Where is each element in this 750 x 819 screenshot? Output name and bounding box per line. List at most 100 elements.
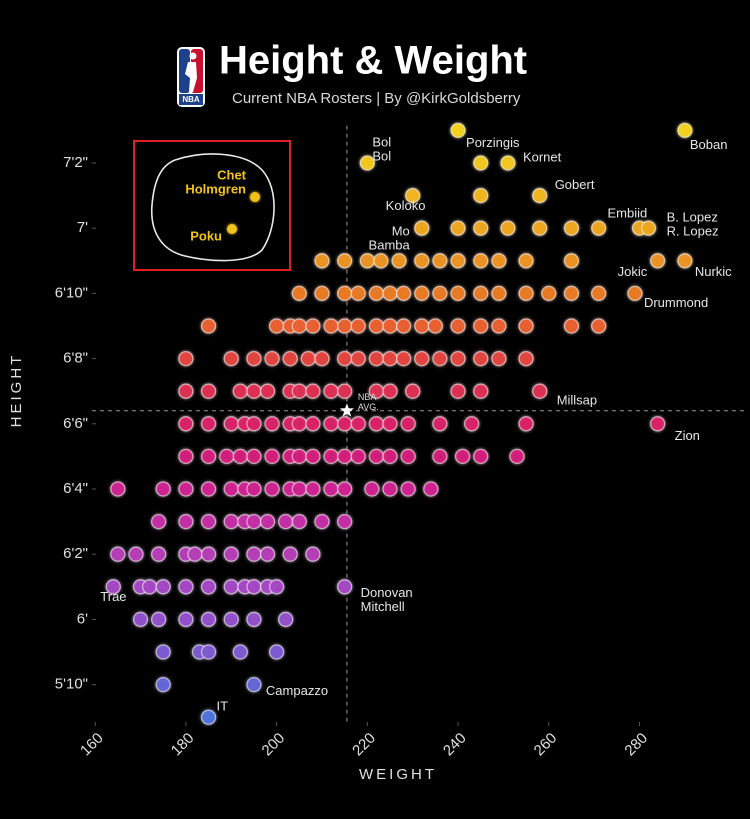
player-label: Bamba	[369, 238, 411, 253]
inset	[133, 140, 291, 271]
player-dot	[400, 416, 416, 432]
player-dot	[178, 481, 194, 497]
player-dot	[336, 318, 353, 334]
player-dot	[223, 416, 239, 432]
player-dot	[336, 253, 353, 269]
player-dot	[223, 481, 239, 497]
player-dot	[336, 579, 353, 595]
player-dot	[178, 579, 194, 595]
player-dot	[350, 350, 366, 367]
player-dot	[382, 318, 398, 334]
player-dot	[187, 546, 203, 562]
inset-dot	[227, 224, 237, 234]
player-dot	[223, 579, 239, 595]
player-dot	[155, 644, 171, 660]
player-dot	[627, 285, 643, 302]
inset-frame	[133, 140, 291, 271]
inset-label: Chet	[217, 167, 247, 182]
player-dot	[259, 546, 276, 562]
chart-title: Height & Weight	[219, 39, 527, 83]
player-dot	[395, 318, 412, 334]
player-dot	[246, 416, 262, 432]
player-dot	[473, 253, 489, 269]
logo-text: NBA	[182, 95, 200, 104]
player-dot	[649, 416, 666, 432]
player-dot	[314, 513, 330, 530]
player-label: Porzingis	[466, 135, 520, 150]
player-label: Trae	[100, 589, 126, 604]
player-dot	[518, 318, 534, 334]
player-dot	[491, 253, 507, 269]
player-label: Zion	[675, 428, 700, 443]
inset-dot	[250, 192, 260, 202]
player-dot	[259, 513, 276, 530]
player-label: Drummond	[644, 295, 708, 310]
player-dot	[450, 318, 466, 334]
player-label: Millsap	[557, 393, 597, 408]
y-tick-label: 7'2"	[63, 154, 88, 171]
player-dot	[232, 644, 248, 660]
player-label: Donovan	[361, 585, 413, 600]
inset-label: Poku	[190, 228, 222, 243]
player-dot	[541, 285, 557, 302]
player-dot	[291, 285, 307, 302]
player-dot	[414, 318, 430, 334]
player-dot	[200, 318, 217, 334]
chart-subtitle: Current NBA Rosters | By @KirkGoldsberry	[232, 90, 521, 107]
player-dot	[591, 318, 607, 334]
player-dot	[382, 448, 398, 465]
player-dot	[200, 383, 217, 399]
player-dot	[151, 611, 167, 628]
player-label: Jokic	[618, 264, 648, 279]
player-dot	[291, 513, 307, 530]
player-dot	[414, 253, 430, 269]
player-dot	[473, 187, 489, 204]
player-dot	[473, 350, 489, 367]
y-tick-label: 6'	[77, 610, 88, 627]
player-dot	[232, 383, 248, 399]
player-dot	[178, 448, 194, 465]
player-dot	[473, 220, 489, 236]
player-dot	[110, 546, 126, 562]
player-dot	[268, 579, 285, 595]
player-dot	[532, 220, 548, 236]
x-axis-label: WEIGHT	[359, 766, 437, 783]
player-dot	[223, 513, 239, 530]
player-dot	[473, 448, 489, 465]
player-dot	[432, 350, 448, 367]
player-dot	[563, 285, 580, 302]
player-dot	[391, 253, 407, 269]
player-dot	[223, 350, 239, 367]
player-dot	[178, 611, 194, 628]
player-dot	[246, 383, 262, 399]
player-dot	[314, 253, 330, 269]
player-dot	[518, 350, 534, 367]
player-dot	[323, 416, 339, 432]
player-label: Koloko	[386, 198, 426, 213]
player-dot	[400, 448, 416, 465]
player-dot	[110, 481, 126, 497]
player-dot	[677, 253, 693, 269]
player-label: Gobert	[555, 177, 595, 192]
player-dot	[373, 253, 389, 269]
player-dot	[219, 448, 235, 465]
player-dot	[677, 122, 693, 139]
player-dot	[282, 546, 298, 562]
player-dot	[291, 416, 307, 432]
player-dot	[450, 122, 466, 139]
player-dot	[382, 481, 398, 497]
avg-label: AVG.	[358, 402, 379, 412]
player-dot	[336, 383, 353, 399]
player-dot	[405, 187, 421, 204]
player-dot	[336, 481, 353, 497]
player-label: Kornet	[523, 149, 562, 164]
player-dot	[450, 220, 466, 236]
y-tick-label: 6'6"	[63, 415, 88, 432]
player-dot	[259, 383, 276, 399]
player-dot	[246, 481, 262, 497]
player-dot	[323, 383, 339, 399]
player-dot	[323, 481, 339, 497]
player-dot	[336, 285, 353, 302]
player-dot	[246, 611, 262, 628]
